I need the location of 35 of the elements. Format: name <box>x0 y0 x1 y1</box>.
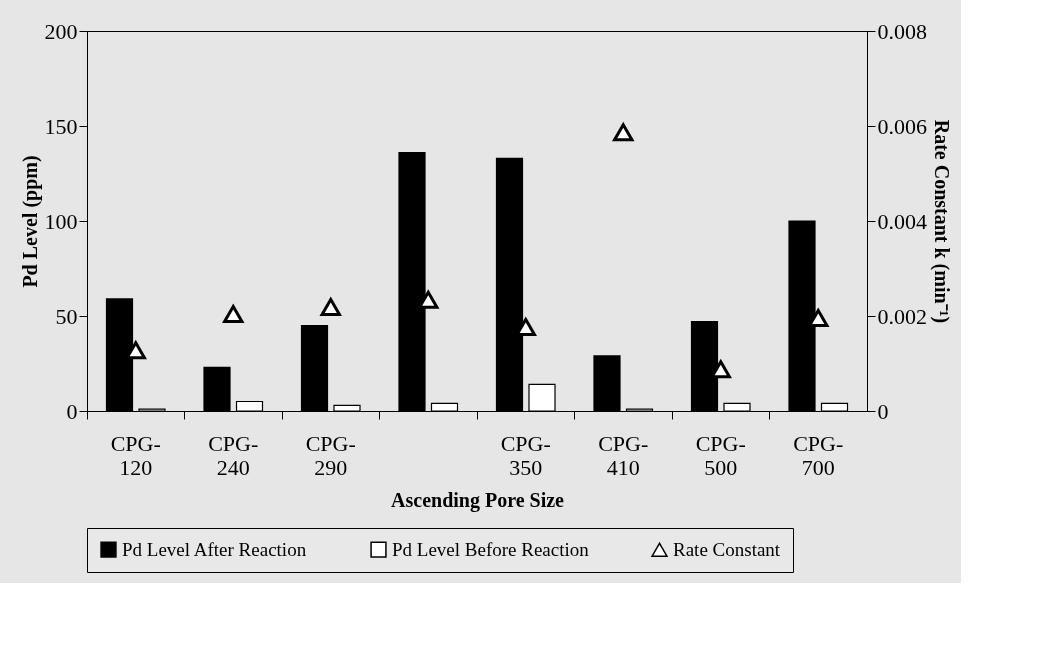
y2-tick-label: 0.004 <box>877 208 927 234</box>
point <box>613 123 634 142</box>
y2-tick-label: 0.006 <box>877 113 927 139</box>
x-axis-title: Ascending Pore Size <box>391 488 565 512</box>
x-tick-label: CPG-700 <box>793 430 844 480</box>
x-tick-label: CPG-500 <box>695 430 746 480</box>
y-tick-label: 0 <box>66 398 78 424</box>
x-tick-label: CPG-240 <box>208 430 259 480</box>
bar <box>820 402 849 412</box>
y-tick-label: 150 <box>44 113 78 139</box>
x-tick-label: CPG-410 <box>598 430 649 480</box>
bar <box>300 324 329 412</box>
bar <box>723 402 751 412</box>
legend-label: Pd Level After Reaction <box>122 538 307 560</box>
x-tick-label: CPG-290 <box>305 430 356 480</box>
y-tick-label: 50 <box>55 303 78 329</box>
point <box>223 305 244 324</box>
y2-tick-label: 0.008 <box>877 18 927 44</box>
x-tick-label: CPG-120 <box>110 430 161 480</box>
y2-tick-label: 0 <box>877 398 889 424</box>
bar <box>333 404 361 412</box>
legend-label: Pd Level Before Reaction <box>392 538 590 560</box>
bar <box>430 402 459 412</box>
bar <box>203 366 231 412</box>
y2-axis-title: Rate Constant k (min⁻¹) <box>930 119 953 324</box>
x-tick-label: CPG-350 <box>500 430 551 480</box>
y-tick-label: 200 <box>44 18 78 44</box>
y2-tick-label: 0.002 <box>877 303 927 329</box>
bar <box>235 400 264 412</box>
y-tick-label: 100 <box>44 208 78 234</box>
legend-label: Rate Constant <box>673 538 781 560</box>
point <box>320 297 341 316</box>
bar <box>593 355 621 412</box>
bar <box>528 383 556 412</box>
y-axis-title: Pd Level (ppm) <box>18 155 42 288</box>
